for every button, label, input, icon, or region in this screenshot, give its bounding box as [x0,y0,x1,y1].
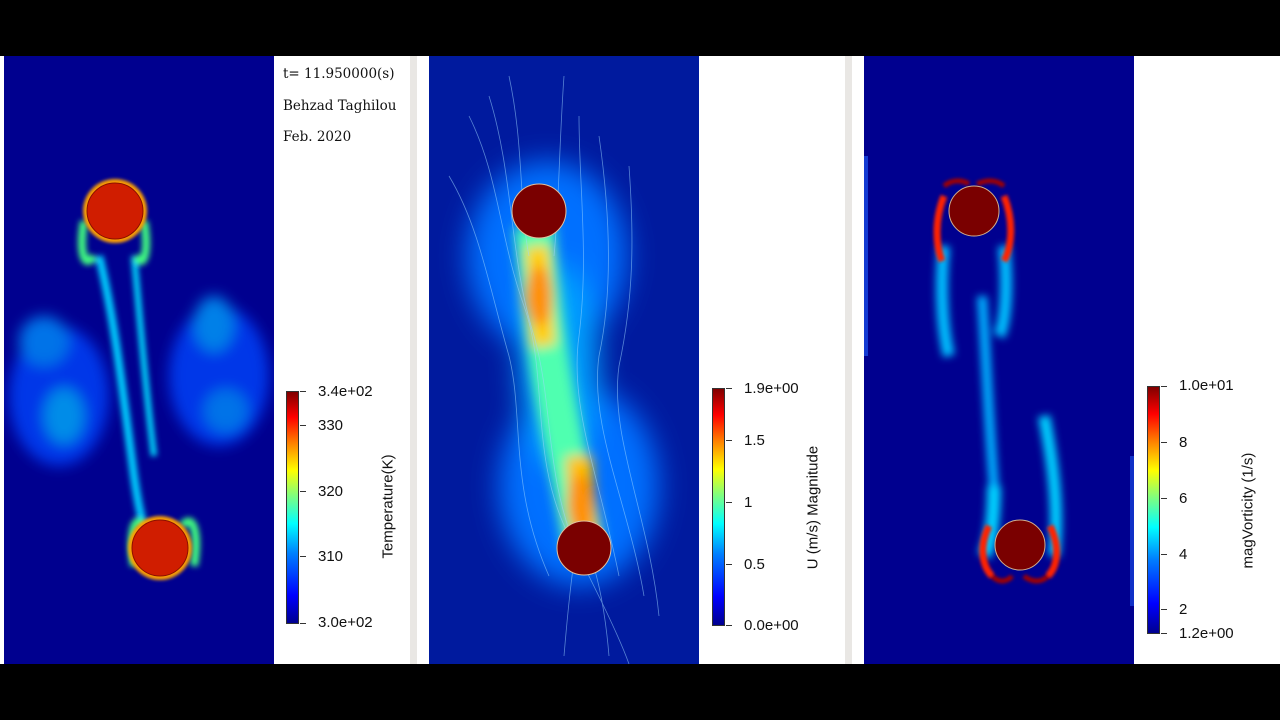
vorticity-plot [864,56,1134,664]
author-annotation: Behzad Taghilou [283,98,397,114]
temperature-colorbar-title: Temperature(K) [379,454,397,559]
temperature-tick-max: 3.4e+02 [318,383,373,400]
velocity-colorbar [712,388,725,626]
shear-layers [933,178,1060,584]
temperature-colorbar [286,391,299,624]
lower-cylinder [994,519,1046,571]
temperature-field [4,56,274,664]
vorticity-tick-4: 4 [1179,546,1188,563]
vorticity-tick-max: 1.0e+01 [1179,377,1234,394]
velocity-tick-1-5: 1.5 [744,432,765,449]
panel-divider [845,56,852,664]
panel-divider [410,56,417,664]
date-annotation: Feb. 2020 [283,129,352,145]
streamlines [448,75,660,664]
temperature-tick-310: 310 [318,548,344,565]
lower-cylinder [556,520,612,576]
temperature-plot [4,56,274,664]
plume-right [169,296,269,446]
velocity-tick-max: 1.9e+00 [744,380,799,397]
time-annotation: t= 11.950000(s) [283,66,395,82]
vorticity-tick-min: 1.2e+00 [1179,625,1234,642]
vorticity-tick-6: 6 [1179,490,1188,507]
vorticity-field [864,56,1134,664]
upper-cylinder [948,185,1000,237]
vorticity-colorbar [1147,386,1160,634]
visualization-stage: t= 11.950000(s) Behzad Taghilou Feb. 202… [0,56,1280,664]
temperature-tick-320: 320 [318,483,344,500]
vorticity-tick-2: 2 [1179,601,1188,618]
velocity-tick-1: 1 [744,494,753,511]
upper-cylinder [86,182,144,240]
vorticity-colorbar-title: magVorticity (1/s) [1239,452,1257,569]
velocity-colorbar-title: U (m/s) Magnitude [804,445,822,570]
velocity-plot [429,56,699,664]
velocity-field [429,56,699,664]
upper-cylinder [511,183,567,239]
plume-left [9,316,109,466]
temperature-tick-min: 3.0e+02 [318,614,373,631]
velocity-tick-min: 0.0e+00 [744,617,799,634]
vorticity-tick-8: 8 [1179,434,1188,451]
velocity-tick-0-5: 0.5 [744,556,765,573]
lower-cylinder [131,519,189,577]
temperature-tick-330: 330 [318,417,344,434]
